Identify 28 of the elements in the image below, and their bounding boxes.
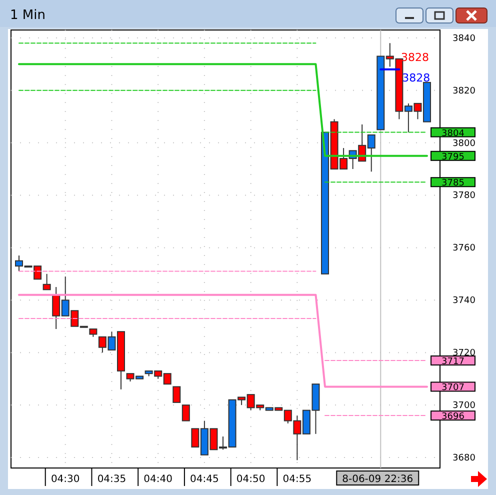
x-tick-label: 04:40 — [144, 474, 173, 485]
text: 8-06-09 22:36 — [342, 474, 414, 485]
x-tick-label: 04:50 — [236, 474, 266, 485]
chart-title: 1 Min — [10, 8, 46, 23]
data-label: 3696 — [442, 412, 465, 422]
y-tick-label: 3780 — [452, 191, 476, 202]
y-tick-label: 3760 — [452, 244, 476, 254]
data-label: 3804 — [442, 128, 465, 139]
data-label: 3707 — [442, 383, 464, 394]
x-tick-label: 04:30 — [50, 474, 80, 485]
data-label: 3795 — [442, 152, 464, 162]
data-label: 3785 — [442, 178, 464, 189]
data-label: 3717 — [442, 356, 464, 367]
candlestick — [172, 386, 181, 403]
x-tick-label: 04:45 — [190, 474, 219, 485]
y-tick-label: 3680 — [452, 454, 476, 464]
y-tick-label: 3700 — [452, 401, 476, 412]
x-tick-label: 04:55 — [282, 474, 312, 485]
y-tick-label: 3800 — [452, 138, 476, 149]
data-label: 3828 — [402, 71, 430, 84]
candlestick — [42, 273, 51, 290]
annotation: 3828 — [401, 51, 429, 64]
y-tick-label: 3840 — [452, 34, 476, 44]
x-tick-label: 04:35 — [97, 474, 126, 485]
y-tick-label: 3740 — [452, 296, 476, 306]
y-tick-label: 3720 — [452, 348, 476, 359]
candlestick — [182, 404, 190, 422]
y-tick-label: 3820 — [452, 86, 476, 96]
